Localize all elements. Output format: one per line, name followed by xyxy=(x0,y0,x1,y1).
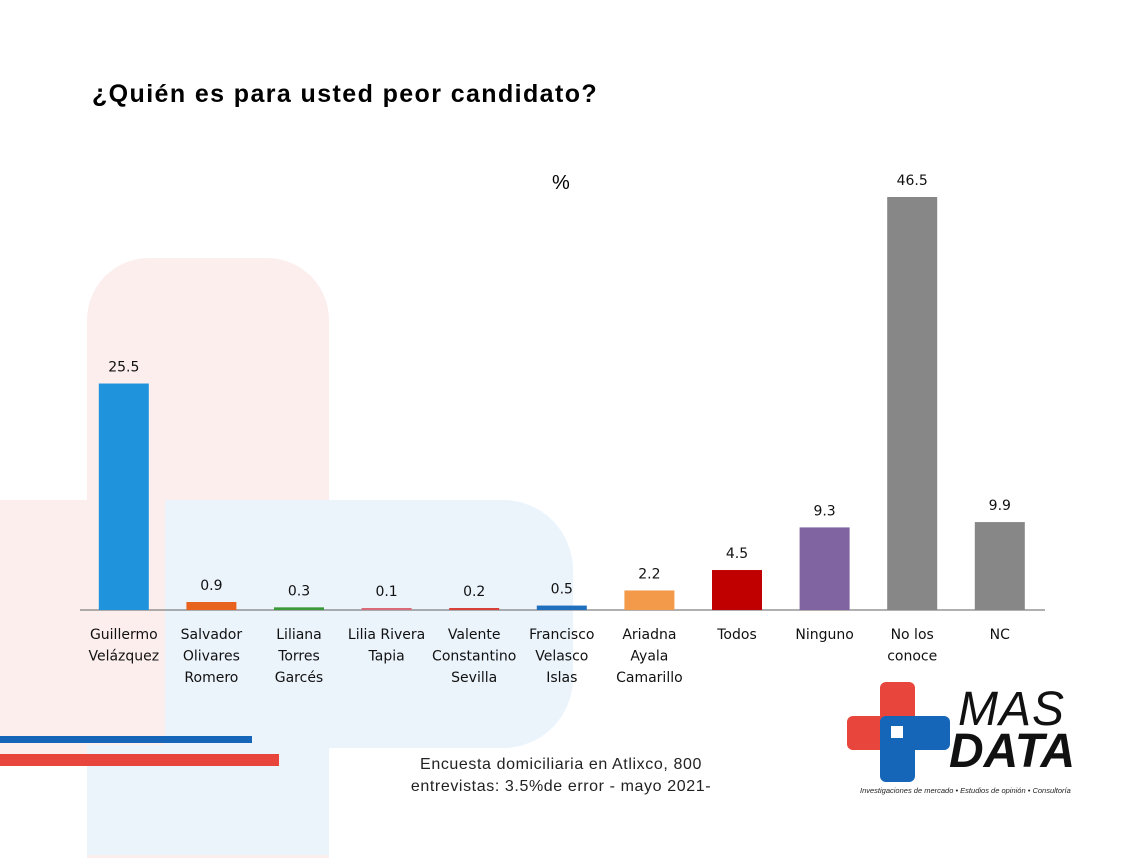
category-label-6: Ariadna Ayala Camarillo xyxy=(616,627,683,686)
category-label-1: Salvador Olivares Romero xyxy=(181,627,243,686)
footnote-line-1: Encuesta domiciliaria en Atlixco, 800 xyxy=(420,756,702,773)
data-label-7: 4.5 xyxy=(726,546,748,562)
bg-stripe-red xyxy=(0,754,279,766)
category-label-3: Lilia Rivera Tapia xyxy=(348,627,425,665)
unit-label: % xyxy=(552,172,570,194)
bar-4 xyxy=(449,608,500,610)
category-label-2: Liliana Torres Garcés xyxy=(275,627,323,686)
bar-9 xyxy=(887,197,938,610)
bar-2 xyxy=(274,607,324,610)
data-label-4: 0.2 xyxy=(463,584,485,600)
masdata-logo: MAS DATA Investigaciones de mercado • Es… xyxy=(845,680,1090,800)
bg-shape-blue-wide xyxy=(165,500,573,748)
data-label-6: 2.2 xyxy=(638,566,660,582)
data-label-8: 9.3 xyxy=(813,503,835,519)
bar-6 xyxy=(624,590,675,610)
data-label-10: 9.9 xyxy=(989,498,1011,514)
logo-text-data: DATA xyxy=(949,725,1076,778)
bar-3 xyxy=(361,608,412,610)
survey-footnote: Encuesta domiciliaria en Atlixco, 800 en… xyxy=(396,754,726,798)
data-label-2: 0.3 xyxy=(288,583,310,599)
category-label-9: No los conoce xyxy=(887,627,937,665)
footnote-line-2: entrevistas: 3.5%de error - mayo 2021- xyxy=(410,778,712,795)
category-label-10: NC xyxy=(990,627,1010,643)
bar-7 xyxy=(712,570,762,610)
category-label-8: Ninguno xyxy=(795,627,853,643)
data-label-1: 0.9 xyxy=(200,578,222,594)
logo-text-mas: MAS xyxy=(958,683,1066,736)
logo-tagline: Investigaciones de mercado • Estudios de… xyxy=(860,786,1071,795)
data-label-9: 46.5 xyxy=(897,173,928,189)
category-label-5: Francisco Velasco Islas xyxy=(529,627,594,686)
bar-1 xyxy=(186,602,237,610)
bar-5 xyxy=(536,605,587,610)
bar-8 xyxy=(799,527,850,610)
category-label-7: Todos xyxy=(716,627,756,643)
data-label-3: 0.1 xyxy=(375,584,397,600)
data-label-0: 25.5 xyxy=(108,360,139,376)
category-label-4: Valente Constantino Sevilla xyxy=(432,627,516,686)
bar-10 xyxy=(974,522,1025,610)
bg-stripe-blue xyxy=(0,736,252,743)
chart-title: ¿Quién es para usted peor candidato? xyxy=(92,80,599,108)
logo-cross-icon xyxy=(847,682,950,782)
category-label-0: Guillermo Velázquez xyxy=(88,627,159,665)
bar-0 xyxy=(98,383,149,610)
data-label-5: 0.5 xyxy=(551,582,573,598)
